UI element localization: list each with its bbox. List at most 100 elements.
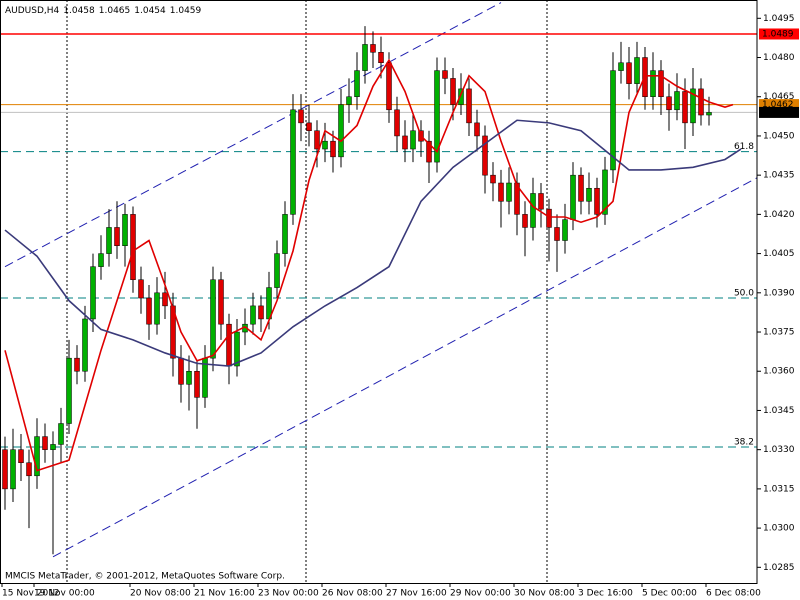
moving-average [4, 58, 734, 472]
x-tick-label: 26 Nov 08:00 [322, 589, 383, 599]
fib-label: 50.0 [734, 289, 754, 299]
price-label-box [759, 28, 799, 40]
candle-body [450, 78, 456, 105]
candle-body [106, 227, 112, 254]
candle-body [602, 169, 608, 215]
y-tick-label: 1.0285 [763, 563, 795, 573]
candle-body [442, 70, 448, 79]
channel-line [4, 2, 502, 268]
price-label: 1.0459 [762, 108, 794, 118]
candle-body [146, 297, 152, 325]
open-value: 1.0458 [63, 6, 95, 16]
candle-body [2, 449, 8, 490]
candle-body [674, 91, 680, 111]
footer: MMCIS MetaTrader, © 2001-2012, MetaQuote… [5, 572, 285, 582]
candle-body [114, 227, 120, 246]
candle-body [170, 305, 176, 359]
price-label-box [759, 99, 799, 111]
candle-body [658, 70, 664, 97]
candle-body [690, 88, 696, 124]
candle-body [82, 318, 88, 372]
symbol: AUDUSD,H4 [5, 6, 60, 16]
fib-label: 38.2 [734, 438, 754, 448]
candle-body [562, 219, 568, 241]
candle-body [186, 370, 192, 385]
candle-body [346, 96, 352, 105]
high-value: 1.0465 [99, 6, 131, 16]
candle-body [74, 357, 80, 372]
candle-body [210, 279, 216, 359]
candle-body [474, 122, 480, 137]
candle-body [386, 62, 392, 111]
x-tick-label: 19 Nov 00:00 [34, 589, 95, 599]
candle-body [330, 140, 336, 158]
candle-body [314, 130, 320, 150]
x-tick-label: 30 Nov 08:00 [514, 589, 575, 599]
candle-body [378, 52, 384, 63]
candle-body [538, 193, 544, 210]
candle-body [610, 70, 616, 171]
candle-body [578, 174, 584, 202]
candle-body [506, 182, 512, 202]
plot-area [0, 0, 757, 583]
candle-body [570, 174, 576, 220]
candle-body [26, 462, 32, 477]
candle-body [650, 70, 656, 97]
y-tick-label: 1.0405 [763, 249, 795, 259]
candle-body [290, 109, 296, 215]
candle-body [682, 91, 688, 124]
candle-body [234, 331, 240, 367]
candle-body [34, 436, 40, 477]
candle-body [402, 135, 408, 150]
candle-body [698, 88, 704, 116]
candle-body [10, 449, 16, 490]
candle-body [154, 292, 160, 325]
candle-body [434, 70, 440, 163]
candle-body [122, 214, 128, 246]
candle-body [66, 357, 72, 424]
y-tick-label: 1.0345 [763, 406, 795, 416]
candle-body [298, 109, 304, 124]
x-tick-label: 15 Nov 2012 [2, 589, 60, 599]
candle-body [18, 449, 24, 463]
x-tick-label: 3 Dec 16:00 [578, 589, 633, 599]
x-tick-label: 21 Nov 16:00 [194, 589, 255, 599]
moving-average [4, 119, 742, 367]
candle-body [618, 62, 624, 71]
price-label: 1.0489 [762, 29, 794, 39]
candle-body [362, 44, 368, 71]
candle-body [42, 436, 48, 450]
x-tick-label: 5 Dec 00:00 [642, 589, 697, 599]
candle-body [626, 62, 632, 84]
y-tick-label: 1.0495 [763, 14, 795, 24]
candle-body [274, 253, 280, 288]
fib-label: 61.8 [734, 142, 754, 152]
y-tick-label: 1.0360 [763, 367, 795, 377]
candle-body [98, 253, 104, 267]
candle-body [90, 266, 96, 320]
candle-body [306, 122, 312, 131]
x-tick-label: 29 Nov 00:00 [450, 589, 511, 599]
y-tick-label: 1.0450 [763, 131, 795, 141]
x-tick-label: 27 Nov 16:00 [386, 589, 447, 599]
candle-body [178, 357, 184, 385]
x-tick-label: 6 Dec 08:00 [706, 589, 761, 599]
candle-body [490, 174, 496, 184]
candle-body [594, 187, 600, 215]
y-tick-label: 1.0435 [763, 171, 795, 181]
y-tick-label: 1.0375 [763, 328, 795, 338]
y-tick-label: 1.0315 [763, 484, 795, 494]
chart-header: AUDUSD,H4 1.0458 1.0465 1.0454 1.0459 [5, 6, 202, 16]
candle-body [634, 57, 640, 84]
candle-body [354, 70, 360, 97]
candle-body [706, 112, 712, 116]
candle-body [666, 96, 672, 111]
candle-body [466, 88, 472, 124]
candle-body [322, 140, 328, 150]
candle-body [530, 193, 536, 228]
candle-body [338, 104, 344, 158]
candle-body [50, 444, 56, 450]
close-value: 1.0459 [170, 6, 202, 16]
candle-body [370, 44, 376, 53]
y-tick-label: 1.0330 [763, 445, 795, 455]
